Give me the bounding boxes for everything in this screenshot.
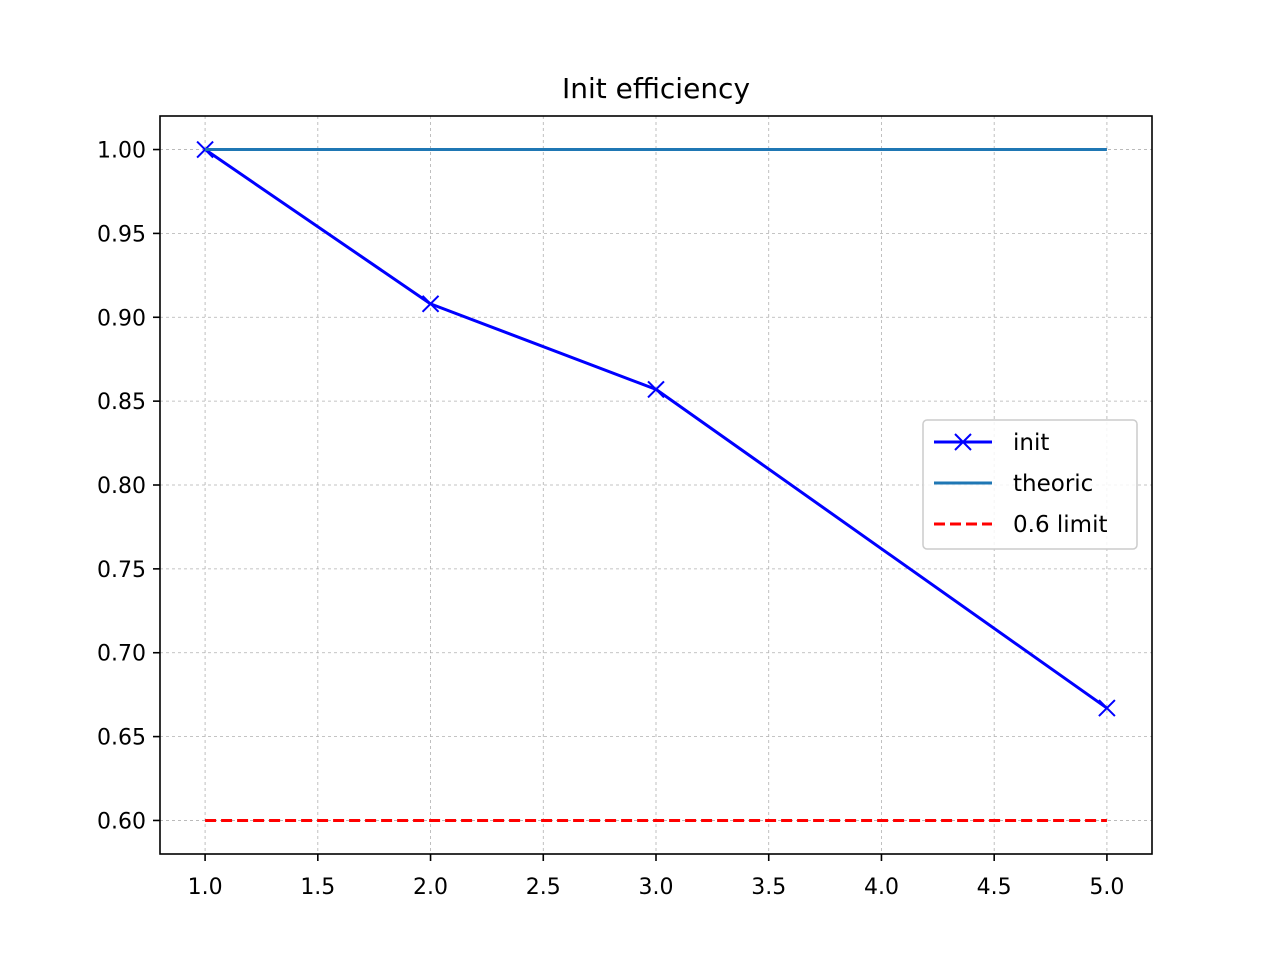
x-tick-label: 1.5 <box>300 875 335 900</box>
x-tick-label: 3.5 <box>751 875 786 900</box>
x-tick-label: 3.0 <box>639 875 674 900</box>
x-axis: 1.0 1.5 2.0 2.5 3.0 3.5 4.0 4.5 5.0 <box>188 854 1124 900</box>
x-tick-label: 4.5 <box>977 875 1012 900</box>
series-line-1 <box>204 148 1108 710</box>
x-tick-label: 1.0 <box>188 875 223 900</box>
y-tick-label: 0.60 <box>97 809 146 834</box>
x-tick-label: 4.0 <box>864 875 899 900</box>
data-point-marker <box>647 380 665 399</box>
legend-label: 0.6 limit <box>1013 512 1107 538</box>
data-point-marker <box>1098 699 1116 717</box>
legend-marker <box>954 433 972 451</box>
y-tick-label: 0.80 <box>97 474 146 499</box>
legend-label: init <box>1013 430 1049 456</box>
x-tick-label: 2.0 <box>413 875 448 900</box>
legend-label: theoric <box>1013 471 1093 497</box>
y-tick-label: 0.90 <box>97 306 146 331</box>
y-tick-label: 0.65 <box>97 726 146 751</box>
y-tick-label: 0.70 <box>97 642 146 667</box>
y-tick-label: 0.85 <box>97 390 146 415</box>
data-point-marker <box>421 295 440 313</box>
chart-title: Init efficiency <box>562 72 750 105</box>
legend-box <box>922 419 1138 550</box>
y-axis: 0.60 0.65 0.70 0.75 0.80 0.85 0.90 0.95 1.00 <box>97 139 160 834</box>
x-tick-label: 2.5 <box>526 875 561 900</box>
plot-series <box>196 140 1116 822</box>
y-tick-label: 0.95 <box>97 222 146 247</box>
x-tick-label: 5.0 <box>1089 875 1124 900</box>
y-tick-label: 1.00 <box>97 139 146 164</box>
legend: init theoric 0.6 limit <box>922 419 1138 550</box>
y-tick-label: 0.75 <box>97 558 146 583</box>
grid <box>160 116 1152 854</box>
